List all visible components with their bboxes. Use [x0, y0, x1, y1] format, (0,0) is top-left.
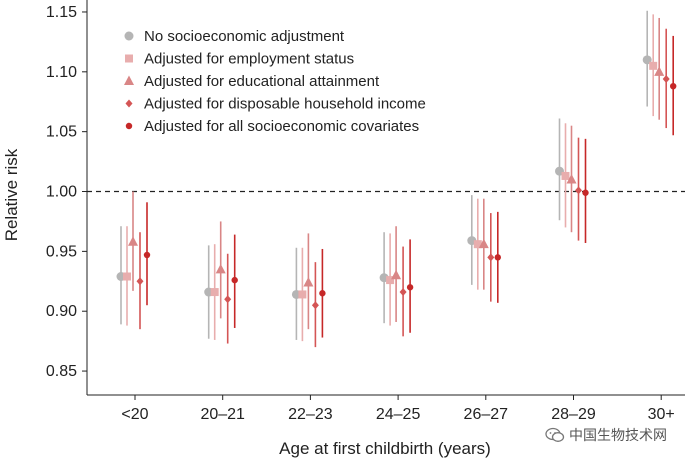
x-tick-label: 22–23	[288, 406, 333, 423]
legend-label: Adjusted for educational attainment	[144, 73, 380, 90]
y-tick-label: 0.85	[46, 363, 77, 380]
data-point	[386, 276, 395, 285]
data-point	[561, 171, 570, 180]
x-tick-label: 28–29	[551, 406, 596, 423]
data-point	[143, 251, 151, 259]
y-tick-label: 1.15	[46, 4, 77, 21]
legend: No socioeconomic adjustment Adjusted for …	[124, 28, 426, 135]
data-point	[311, 301, 319, 310]
data-point	[319, 290, 326, 297]
data-point	[662, 75, 670, 83]
legend-marker	[125, 122, 133, 130]
x-tick-label: 20–21	[200, 406, 245, 423]
data-point	[487, 253, 495, 262]
y-tick-label: 1.10	[46, 64, 77, 81]
x-tick-label: 30+	[648, 406, 675, 423]
data-point	[298, 290, 307, 299]
data-point	[123, 272, 131, 281]
data-point	[391, 269, 402, 280]
data-point	[649, 61, 658, 70]
legend-marker	[125, 54, 133, 63]
data-point	[399, 288, 407, 297]
legend-marker	[124, 75, 134, 85]
data-point	[231, 276, 238, 284]
data-point	[473, 240, 482, 249]
y-tick-label: 0.90	[46, 303, 77, 320]
x-tick-label: 26–27	[464, 406, 509, 423]
watermark-text: 中国生物技术网	[569, 428, 667, 444]
data-point	[210, 288, 219, 297]
data-point	[566, 174, 577, 184]
legend-label: Adjusted for employment status	[144, 51, 354, 68]
data-point	[136, 277, 144, 286]
y-tick-label: 1.05	[46, 124, 77, 141]
data-point	[128, 236, 138, 246]
data-point	[478, 238, 489, 249]
legend-marker	[124, 31, 134, 41]
plot-area: 0.85 0.90 0.95 1.00 1.05 1.10 1.15 <20 20–21 22–2…	[46, 0, 685, 423]
data-point	[575, 186, 582, 195]
data-point	[406, 284, 414, 291]
data-point	[670, 82, 677, 90]
y-tick-label: 0.95	[46, 243, 77, 260]
wechat-icon	[545, 427, 565, 442]
y-tick-label: 1.00	[46, 184, 77, 201]
x-tick-label: <20	[121, 406, 148, 423]
legend-label: No socioeconomic adjustment	[144, 28, 345, 45]
data-point	[582, 189, 589, 196]
data-point	[215, 263, 226, 274]
data-point	[224, 295, 232, 304]
data-point	[654, 66, 665, 76]
legend-label: Adjusted for all socioeconomic covariate…	[144, 118, 419, 135]
data-point	[494, 254, 501, 261]
x-axis-title: Age at first childbirth (years)	[279, 439, 491, 458]
x-tick-label: 24–25	[376, 406, 421, 423]
watermark: 中国生物技术网	[545, 425, 667, 445]
data-point	[303, 276, 314, 287]
y-axis-title: Relative risk	[2, 148, 21, 241]
legend-marker	[125, 99, 133, 108]
legend-label: Adjusted for disposable household income	[144, 96, 426, 113]
